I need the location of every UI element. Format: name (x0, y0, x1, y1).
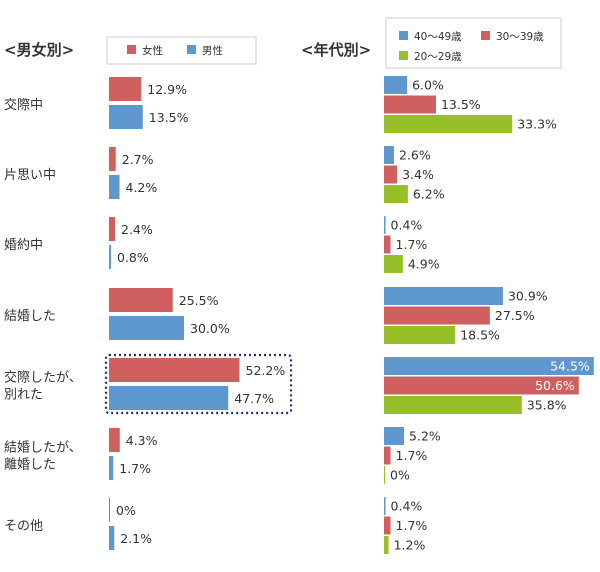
gender-bar (109, 105, 143, 129)
age-legend-label: 20～29歳 (414, 51, 462, 63)
age-bar-value: 27.5% (495, 308, 535, 323)
age-legend-swatch (481, 31, 490, 40)
age-bar-value: 1.7% (396, 518, 428, 533)
age-bar (384, 95, 436, 114)
age-bar-value: 5.2% (409, 429, 441, 444)
age-bar (384, 466, 385, 484)
gender-bar-value: 0% (116, 503, 136, 518)
gender-bar-value: 2.1% (120, 531, 152, 546)
category-label: 結婚したが、離婚した (4, 441, 82, 473)
gender-bar-value: 47.7% (234, 391, 274, 406)
age-bar (384, 255, 403, 273)
age-bar (384, 536, 389, 554)
gender-bar-value: 25.5% (179, 293, 219, 308)
gender-bar (109, 358, 240, 382)
age-bar (384, 235, 391, 254)
gender-section-title: <男女別> (4, 41, 74, 59)
age-bar-value: 6.2% (413, 187, 445, 202)
gender-bar (109, 217, 115, 241)
gender-bar-value: 2.7% (122, 152, 154, 167)
gender-bar-value: 12.9% (147, 82, 187, 97)
gender-bar (109, 147, 116, 171)
age-bar-value: 1.7% (396, 237, 428, 252)
age-legend-swatch (399, 31, 408, 40)
age-bar-value: 0% (390, 468, 410, 483)
age-bar (384, 115, 513, 133)
age-bar (384, 446, 391, 465)
gender-bar (109, 77, 142, 101)
age-legend-label: 30～39歳 (496, 31, 544, 43)
age-bar-value: 18.5% (460, 328, 500, 343)
gender-legend-label: 女性 (142, 44, 163, 57)
gender-bar (109, 175, 120, 199)
age-bar-value: 6.0% (412, 78, 444, 93)
age-bar-value: 0.4% (391, 499, 423, 514)
gender-bar-value: 1.7% (119, 461, 151, 476)
age-bar (384, 216, 386, 234)
age-bar-value: 4.9% (408, 257, 440, 272)
age-bar-value: 3.4% (402, 167, 434, 182)
age-bar-value: 1.7% (396, 448, 428, 463)
gender-bar (109, 245, 111, 269)
gender-bar-value: 2.4% (121, 222, 153, 237)
gender-bar-value: 4.3% (126, 433, 158, 448)
age-bar (384, 516, 391, 535)
category-label: 婚約中 (4, 238, 43, 253)
age-bar (384, 306, 490, 325)
gender-bar-value: 30.0% (190, 321, 230, 336)
gender-bar-value: 4.2% (126, 180, 158, 195)
gender-bar-value: 13.5% (149, 110, 189, 125)
age-bar (384, 76, 408, 94)
gender-legend-swatch (127, 45, 136, 54)
gender-legend-swatch (187, 45, 196, 54)
age-legend-swatch (399, 51, 408, 60)
age-bar-value: 54.5% (550, 359, 590, 374)
gender-bar (109, 498, 110, 522)
age-bar (384, 497, 386, 515)
age-bar (384, 287, 503, 305)
category-label: 結婚した (4, 309, 56, 324)
age-bar (384, 427, 405, 445)
age-bar-value: 1.2% (394, 538, 426, 553)
age-bar (384, 396, 522, 414)
category-label: 片思い中 (4, 168, 56, 183)
age-bar-value: 35.8% (527, 398, 567, 413)
age-bar (384, 185, 408, 203)
gender-bar (109, 316, 184, 340)
age-legend-label: 40～49歳 (414, 31, 462, 43)
age-bar-value: 30.9% (508, 289, 548, 304)
category-label: その他 (4, 519, 43, 534)
age-bar-value: 2.6% (399, 148, 431, 163)
age-bar-value: 50.6% (535, 378, 575, 393)
gender-legend-label: 男性 (202, 44, 223, 57)
gender-bar (109, 386, 229, 410)
category-label: 交際中 (4, 97, 43, 113)
gender-bar-value: 0.8% (117, 250, 149, 265)
gender-bar (109, 456, 114, 480)
age-bar (384, 146, 395, 164)
age-bar (384, 376, 579, 395)
age-bar (384, 357, 594, 375)
category-label: 交際したが、別れた (4, 370, 82, 403)
gender-bar-value: 52.2% (246, 363, 286, 378)
gender-bar (109, 526, 115, 550)
age-bar-value: 13.5% (441, 97, 481, 112)
gender-bar (109, 288, 173, 312)
age-bar-value: 0.4% (391, 218, 423, 233)
age-bar-value: 33.3% (517, 117, 557, 132)
age-bar (384, 326, 456, 344)
age-section-title: <年代別> (301, 41, 371, 59)
gender-bar (109, 428, 120, 452)
age-bar (384, 165, 398, 184)
age-legend-box (385, 17, 562, 69)
